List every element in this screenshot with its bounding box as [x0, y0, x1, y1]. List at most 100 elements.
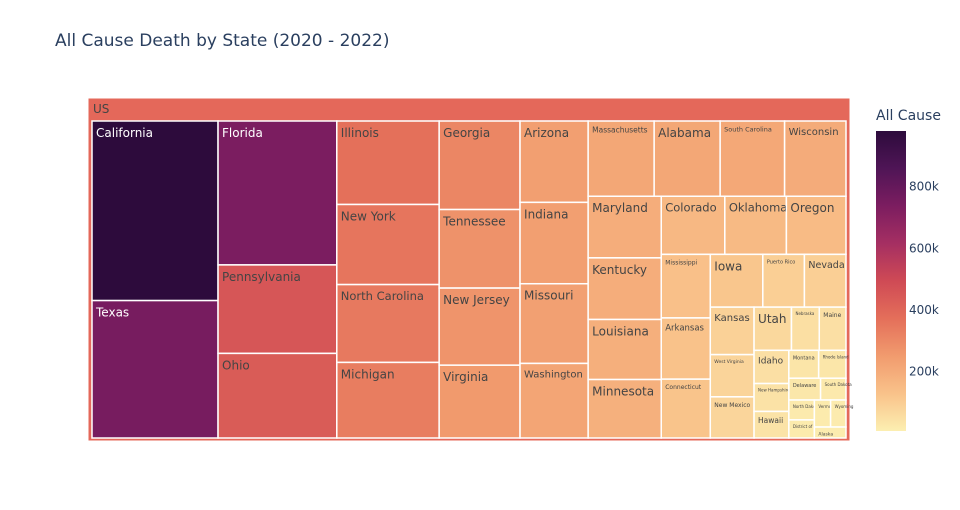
- state-rect-louisiana[interactable]: [587, 318, 662, 381]
- state-tile-ohio[interactable]: Ohio: [217, 352, 338, 439]
- state-tile-rhode-island[interactable]: Rhode Island: [817, 349, 849, 379]
- state-rect-arkansas[interactable]: [660, 317, 712, 380]
- state-tile-kansas[interactable]: Kansas: [709, 306, 755, 356]
- state-rect-district-of-columbia[interactable]: [788, 419, 816, 439]
- state-label-puerto-rico: Puerto Rico: [767, 259, 796, 265]
- state-tile-new-york[interactable]: New York: [336, 203, 440, 286]
- state-tile-alaska[interactable]: Alaska: [813, 426, 847, 439]
- state-tile-alabama[interactable]: Alabama: [653, 120, 721, 197]
- state-tile-tennessee[interactable]: Tennessee: [438, 208, 521, 289]
- state-label-virginia: Virginia: [443, 370, 488, 384]
- state-label-texas: Texas: [95, 306, 129, 320]
- state-tile-new-mexico[interactable]: New Mexico: [709, 396, 755, 439]
- state-tile-maine[interactable]: Maine: [818, 306, 847, 352]
- state-label-oklahoma: Oklahoma: [729, 201, 788, 215]
- state-rect-wisconsin[interactable]: [783, 120, 847, 197]
- state-tile-maryland[interactable]: Maryland: [587, 195, 662, 259]
- state-tile-illinois[interactable]: Illinois: [336, 120, 440, 206]
- state-tile-arizona[interactable]: Arizona: [519, 120, 589, 204]
- state-tile-oklahoma[interactable]: Oklahoma: [724, 195, 788, 256]
- state-tile-virginia[interactable]: Virginia: [438, 364, 521, 439]
- state-rect-oregon[interactable]: [785, 195, 847, 256]
- state-tile-louisiana[interactable]: Louisiana: [587, 318, 662, 381]
- state-tile-oregon[interactable]: Oregon: [785, 195, 847, 256]
- state-tile-utah[interactable]: Utah: [753, 306, 793, 352]
- state-tile-florida[interactable]: Florida: [217, 120, 338, 266]
- state-tile-minnesota[interactable]: Minnesota: [587, 378, 662, 439]
- state-tile-wisconsin[interactable]: Wisconsin: [783, 120, 847, 197]
- state-rect-nebraska[interactable]: [790, 306, 821, 352]
- state-rect-colorado[interactable]: [660, 195, 726, 256]
- state-tile-hawaii[interactable]: Hawaii: [753, 410, 790, 439]
- state-tile-south-carolina[interactable]: South Carolina: [719, 120, 786, 197]
- state-label-ohio: Ohio: [222, 358, 250, 372]
- state-tile-georgia[interactable]: Georgia: [438, 120, 521, 211]
- state-rect-arizona[interactable]: [519, 120, 589, 204]
- state-tile-new-hampshire[interactable]: New Hampshire: [753, 382, 790, 413]
- state-label-utah: Utah: [758, 312, 786, 326]
- state-label-wyoming: Wyoming: [835, 404, 854, 409]
- state-rect-north-carolina[interactable]: [336, 283, 440, 364]
- colorbar-tick-200k: 200k: [909, 365, 939, 379]
- state-tile-kentucky[interactable]: Kentucky: [587, 257, 662, 321]
- state-rect-idaho[interactable]: [753, 349, 790, 385]
- state-rect-ohio[interactable]: [217, 352, 338, 439]
- state-tile-west-virginia[interactable]: West Virginia: [709, 353, 755, 398]
- state-rect-rhode-island[interactable]: [817, 349, 847, 379]
- state-tile-massachusetts[interactable]: Massachusetts: [587, 120, 655, 197]
- state-rect-tennessee[interactable]: [438, 208, 521, 289]
- state-rect-illinois[interactable]: [336, 120, 440, 206]
- state-label-alabama: Alabama: [658, 126, 711, 140]
- state-label-new-hampshire: New Hampshire: [758, 388, 790, 393]
- state-tile-washington[interactable]: Washington: [519, 362, 589, 439]
- state-label-district-of-columbia: District of Columbia: [793, 424, 833, 429]
- state-tile-michigan[interactable]: Michigan: [336, 361, 440, 439]
- state-rect-north-dakota[interactable]: [788, 399, 816, 421]
- state-label-massachusetts: Massachusetts: [592, 126, 648, 135]
- state-tile-missouri[interactable]: Missouri: [519, 282, 589, 365]
- state-label-louisiana: Louisiana: [592, 324, 649, 338]
- state-rect-washington[interactable]: [519, 362, 589, 439]
- state-tile-colorado[interactable]: Colorado: [660, 195, 726, 256]
- state-rect-minnesota[interactable]: [587, 378, 662, 439]
- state-tile-california[interactable]: California: [91, 120, 219, 302]
- state-tile-connecticut[interactable]: Connecticut: [660, 378, 712, 439]
- state-tile-new-jersey[interactable]: New Jersey: [438, 287, 521, 366]
- state-rect-indiana[interactable]: [519, 201, 589, 285]
- state-rect-connecticut[interactable]: [660, 378, 712, 439]
- state-tile-iowa[interactable]: Iowa: [709, 253, 764, 308]
- colorbar: 200k 400k 600k 800k: [876, 131, 939, 431]
- state-rect-california[interactable]: [91, 120, 219, 302]
- state-rect-west-virginia[interactable]: [709, 353, 755, 398]
- state-tile-nebraska[interactable]: Nebraska: [790, 306, 821, 352]
- state-rect-maryland[interactable]: [587, 195, 662, 259]
- state-rect-new-york[interactable]: [336, 203, 440, 286]
- colorbar-tick-800k: 800k: [909, 180, 939, 194]
- state-tile-indiana[interactable]: Indiana: [519, 201, 589, 285]
- state-tile-pennsylvania[interactable]: Pennsylvania: [217, 264, 338, 355]
- state-label-vermont: Vermont: [818, 404, 835, 409]
- state-tile-mississippi[interactable]: Mississippi: [660, 253, 712, 319]
- state-label-indiana: Indiana: [524, 207, 568, 221]
- state-tile-texas[interactable]: Texas: [91, 299, 219, 439]
- state-label-illinois: Illinois: [341, 126, 379, 140]
- state-label-kentucky: Kentucky: [592, 263, 647, 277]
- state-rect-hawaii[interactable]: [753, 410, 790, 439]
- state-rect-alaska[interactable]: [813, 426, 847, 439]
- state-rect-texas[interactable]: [91, 299, 219, 439]
- state-tile-arkansas[interactable]: Arkansas: [660, 317, 712, 380]
- state-tile-puerto-rico[interactable]: Puerto Rico: [762, 253, 806, 308]
- state-rect-new-hampshire[interactable]: [753, 382, 790, 413]
- state-tile-montana[interactable]: Montana: [788, 349, 820, 379]
- state-tile-north-carolina[interactable]: North Carolina: [336, 283, 440, 364]
- state-tile-idaho[interactable]: Idaho: [753, 349, 790, 385]
- state-rect-florida[interactable]: [217, 120, 338, 266]
- state-tile-delaware[interactable]: Delaware: [788, 377, 822, 401]
- state-rect-new-mexico[interactable]: [709, 396, 755, 439]
- state-tile-nevada[interactable]: Nevada: [803, 253, 847, 308]
- state-tile-south-dakota[interactable]: South Dakota: [819, 377, 853, 401]
- state-rect-virginia[interactable]: [438, 364, 521, 439]
- state-rect-michigan[interactable]: [336, 361, 440, 439]
- state-rect-south-carolina[interactable]: [719, 120, 786, 197]
